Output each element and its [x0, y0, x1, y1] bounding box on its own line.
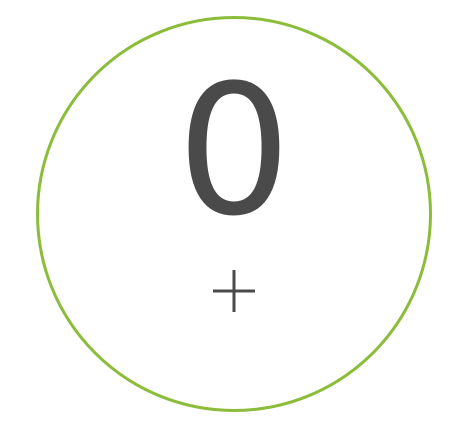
increment-button[interactable]: [211, 268, 257, 314]
counter-ring: [36, 16, 432, 412]
plus-icon: [213, 270, 255, 312]
count-value: 0: [176, 47, 292, 256]
